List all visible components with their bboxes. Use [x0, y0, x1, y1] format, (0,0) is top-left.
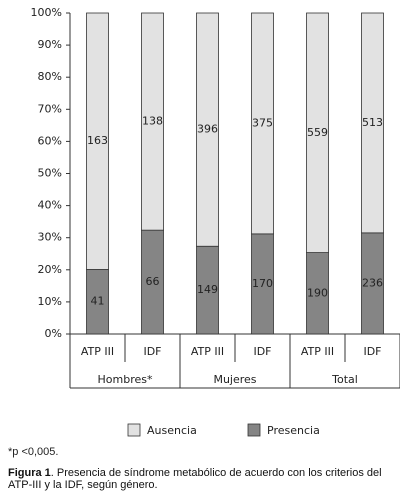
data-label: 41 — [91, 295, 105, 308]
y-tick-label: 20% — [38, 263, 62, 276]
bar-segment — [196, 12, 219, 247]
data-label: 138 — [142, 115, 163, 128]
bar-segment — [251, 12, 274, 235]
chart: *p <0,005. 0% 10% 20% 30% 40% 50% 60% 70% 80% 90%… — [8, 6, 400, 458]
data-label: 170 — [252, 277, 273, 290]
x-tick-label: ATP III — [191, 345, 224, 358]
y-tick-label: 30% — [38, 231, 62, 244]
y-tick-label: 70% — [38, 102, 62, 115]
data-label: 149 — [197, 283, 218, 296]
footnote: *p <0,005. — [8, 446, 58, 458]
legend-label: Presencia — [267, 424, 320, 437]
data-label: 236 — [362, 276, 383, 289]
y-tick-label: 50% — [38, 167, 62, 180]
caption-label: Figura 1 — [8, 467, 51, 479]
y-tick-label: 60% — [38, 134, 62, 147]
bar-segment — [141, 12, 164, 231]
data-label: 190 — [307, 286, 328, 299]
x-tick-label: IDF — [143, 345, 161, 358]
y-tick-label: 10% — [38, 295, 62, 308]
x-tick-label: ATP III — [81, 345, 114, 358]
y-tick-label: 40% — [38, 199, 62, 212]
group-label: Total — [331, 373, 358, 386]
bar-segment — [306, 12, 329, 253]
group-label: Hombres* — [98, 373, 153, 386]
x-tick-label: IDF — [253, 345, 271, 358]
data-label: 513 — [362, 116, 383, 129]
bar-segment — [361, 12, 384, 234]
data-label: 66 — [146, 275, 160, 288]
y-tick-label: 80% — [38, 70, 62, 83]
data-label: 375 — [252, 116, 273, 129]
y-tick-label: 100% — [31, 6, 62, 19]
x-tick-label: IDF — [363, 345, 381, 358]
data-label: 559 — [307, 126, 328, 139]
bar-segment — [86, 12, 109, 270]
y-tick-label: 90% — [38, 38, 62, 51]
group-label: Mujeres — [213, 373, 256, 386]
caption-text: . Presencia de síndrome metabólico de ac… — [8, 467, 382, 491]
caption: Figura 1. Presencia de síndrome metabóli… — [8, 467, 393, 491]
data-label: 396 — [197, 123, 218, 136]
y-tick-label: 0% — [45, 327, 62, 340]
data-label: 163 — [87, 134, 108, 147]
legend-swatch — [127, 423, 141, 437]
legend-label: Ausencia — [147, 424, 197, 437]
x-tick-label: ATP III — [301, 345, 334, 358]
legend-swatch — [247, 423, 261, 437]
